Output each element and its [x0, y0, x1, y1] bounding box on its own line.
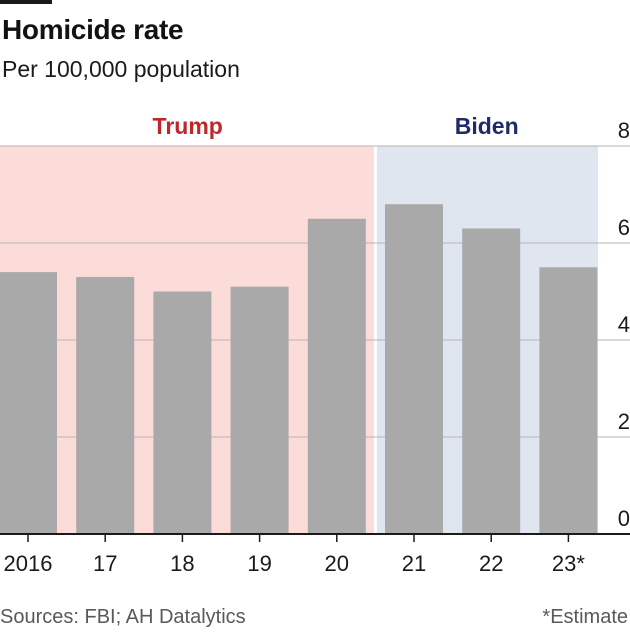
bar-21	[385, 204, 443, 534]
x-tick-label: 2016	[4, 551, 53, 576]
y-tick-label: 2	[618, 409, 630, 434]
bar-22	[462, 228, 521, 534]
band-label-biden: Biden	[455, 113, 519, 139]
x-tick-label: 21	[402, 551, 426, 576]
bar-18	[153, 291, 212, 534]
y-tick-label: 4	[618, 312, 630, 337]
x-tick-label: 19	[247, 551, 271, 576]
y-tick-label: 8	[618, 118, 630, 143]
chart-subtitle: Per 100,000 population	[2, 56, 240, 82]
bar-20	[307, 218, 366, 534]
estimate-note: *Estimate	[542, 606, 628, 628]
bar-19	[230, 286, 289, 534]
sources-note: Sources: FBI; AH Datalytics	[0, 606, 246, 628]
bar-2016	[0, 272, 57, 534]
x-tick-label: 18	[170, 551, 194, 576]
x-tick-label: 20	[325, 551, 349, 576]
x-tick-label: 23*	[552, 551, 585, 576]
bar-17	[76, 276, 135, 534]
top-rule	[0, 0, 52, 4]
bar-23-est	[539, 267, 598, 534]
bar-chart: 2016 17 18 19 20 21 22 23* 0 2 4 6 8 Trump Biden	[0, 113, 630, 576]
y-tick-label: 0	[618, 506, 630, 531]
y-tick-label: 6	[618, 215, 630, 240]
band-label-trump: Trump	[153, 113, 223, 139]
chart-title: Homicide rate	[2, 14, 184, 45]
x-tick-label: 22	[479, 551, 503, 576]
x-tick-label: 17	[93, 551, 117, 576]
